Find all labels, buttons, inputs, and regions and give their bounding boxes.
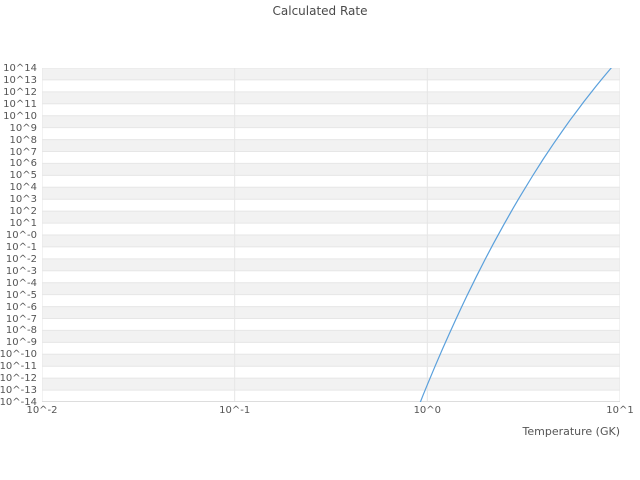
y-tick-label: 10^12 bbox=[3, 86, 37, 98]
y-tick-label: 10^-0 bbox=[5, 230, 37, 241]
y-tick-label: 10^4 bbox=[9, 182, 37, 194]
y-tick-label: 10^-13 bbox=[0, 385, 37, 397]
y-tick-label: 10^14 bbox=[3, 63, 37, 74]
y-tick-label: 10^-5 bbox=[5, 289, 37, 301]
grid-band bbox=[42, 282, 620, 295]
plot-canvas bbox=[42, 68, 620, 402]
grid-band bbox=[42, 187, 620, 200]
grid-band bbox=[42, 163, 620, 176]
y-tick-label: 10^9 bbox=[9, 122, 37, 134]
grid-band bbox=[42, 235, 620, 247]
x-tick-label: 10^1 bbox=[606, 405, 634, 416]
y-tick-label: 10^-2 bbox=[5, 253, 37, 265]
x-axis-title: Temperature (GK) bbox=[522, 425, 621, 438]
grid-band bbox=[42, 378, 620, 391]
x-tick-label: 10^0 bbox=[413, 405, 442, 416]
y-tick-label: 10^-9 bbox=[5, 337, 37, 349]
y-tick-label: 10^13 bbox=[3, 74, 37, 86]
y-tick-label: 10^-6 bbox=[5, 301, 37, 313]
y-tick-label: 10^-7 bbox=[5, 313, 37, 325]
y-tick-label: 10^2 bbox=[9, 206, 37, 218]
y-tick-label: 10^8 bbox=[9, 134, 37, 146]
grid-band bbox=[42, 354, 620, 367]
grid-band bbox=[42, 115, 620, 128]
y-tick-label: 10^-10 bbox=[0, 349, 37, 361]
x-tick-label: 10^-2 bbox=[26, 405, 58, 416]
y-tick-label: 10^-8 bbox=[5, 325, 37, 337]
y-tick-label: 10^3 bbox=[9, 194, 37, 206]
grid-band bbox=[42, 306, 620, 319]
y-tick-label: 10^-14 bbox=[0, 397, 37, 408]
y-tick-label: 10^10 bbox=[3, 110, 37, 122]
grid-band bbox=[42, 211, 620, 224]
grid-band bbox=[42, 330, 620, 343]
y-tick-label: 10^-4 bbox=[5, 277, 37, 289]
rate-curve bbox=[419, 68, 612, 402]
grid-band bbox=[42, 139, 620, 152]
y-tick-label: 10^-12 bbox=[0, 373, 37, 385]
y-tick-label: 10^7 bbox=[9, 146, 37, 158]
y-tick-label: 10^-11 bbox=[0, 361, 37, 373]
grid-band bbox=[42, 68, 620, 80]
x-tick-label: 10^-1 bbox=[219, 405, 251, 416]
grid-band bbox=[42, 258, 620, 271]
y-tick-label: 10^-3 bbox=[5, 265, 37, 277]
y-tick-label: 10^-1 bbox=[5, 241, 37, 253]
y-tick-label: 10^11 bbox=[3, 98, 37, 110]
y-tick-label: 10^5 bbox=[9, 170, 37, 182]
chart-title: Calculated Rate bbox=[272, 4, 368, 18]
plot-area bbox=[42, 68, 620, 402]
y-tick-label: 10^1 bbox=[9, 218, 37, 230]
grid-band bbox=[42, 91, 620, 104]
y-tick-label: 10^6 bbox=[9, 158, 37, 170]
